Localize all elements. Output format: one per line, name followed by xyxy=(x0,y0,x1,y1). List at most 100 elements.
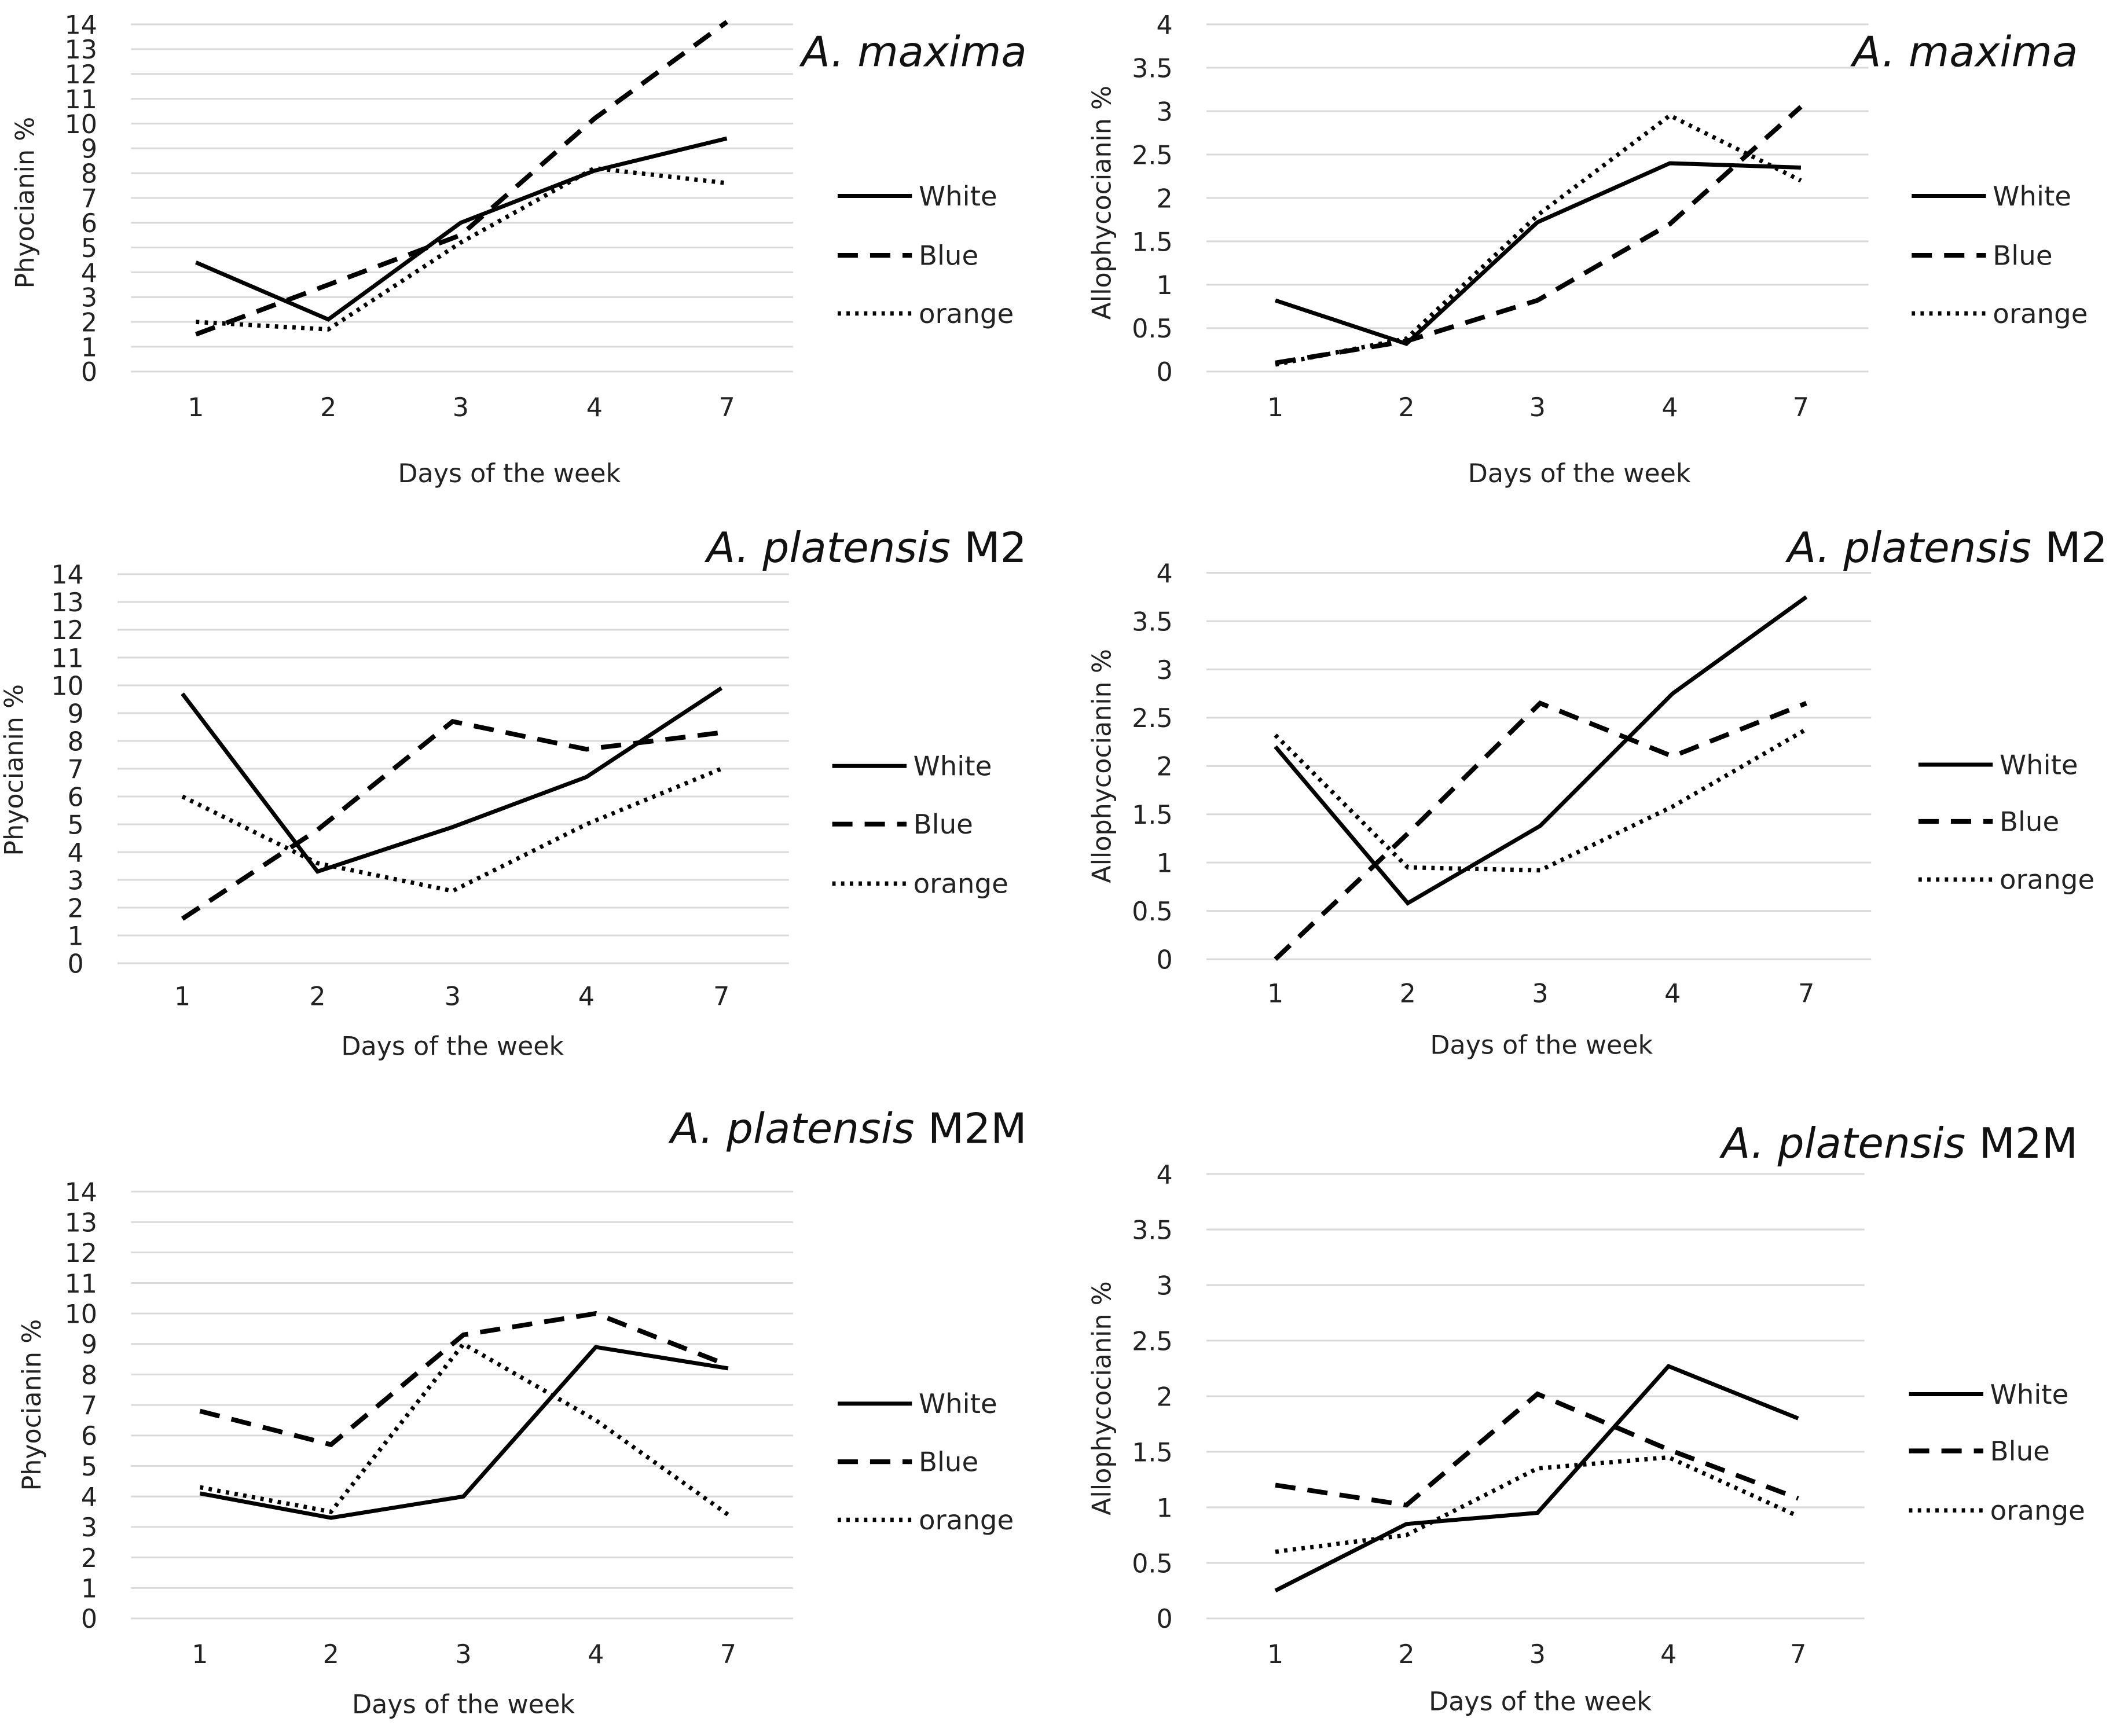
y-tick-label: 7 xyxy=(67,755,83,784)
series-line-blue xyxy=(1275,1391,1799,1508)
series-line-white xyxy=(181,686,723,874)
y-tick-label: 6 xyxy=(81,209,97,238)
x-tick-label: 7 xyxy=(1790,1640,1806,1669)
y-tick-label: 11 xyxy=(51,644,83,673)
legend-label: Blue xyxy=(919,240,978,271)
chart-title: A. platensis M2 xyxy=(705,524,1027,572)
legend-label: Blue xyxy=(2000,806,2059,838)
chart-title-species: A. maxima xyxy=(799,28,1026,76)
y-tick-label: 0.5 xyxy=(1132,1549,1173,1579)
y-tick-label: 2.5 xyxy=(1132,704,1173,733)
y-tick-label: 0 xyxy=(1157,358,1173,387)
y-tick-label: 2 xyxy=(1157,1382,1173,1412)
legend-label: Blue xyxy=(1993,240,2052,271)
y-tick-label: 2.5 xyxy=(1132,141,1173,170)
y-tick-label: 1 xyxy=(1157,1493,1173,1523)
y-tick-label: 1.5 xyxy=(1132,1438,1173,1467)
legend-label: White xyxy=(1993,181,2071,212)
series-line-white xyxy=(1274,595,1808,906)
legend-label: White xyxy=(914,751,992,783)
x-tick-label: 4 xyxy=(578,982,595,1011)
y-tick-label: 10 xyxy=(51,671,83,701)
y-tick-label: 14 xyxy=(65,1178,97,1208)
series-line-white xyxy=(199,1345,729,1520)
y-tick-label: 11 xyxy=(65,1269,97,1299)
x-tick-label: 3 xyxy=(1532,979,1548,1009)
x-tick-label: 2 xyxy=(309,982,325,1011)
y-tick-label: 8 xyxy=(81,159,97,189)
x-tick-label: 2 xyxy=(1398,1640,1414,1669)
y-tick-label: 4 xyxy=(1157,10,1173,40)
y-tick-label: 0.5 xyxy=(1132,897,1173,927)
chart-title-species: A. maxima xyxy=(1850,28,2078,76)
y-tick-label: 1.5 xyxy=(1132,227,1173,257)
x-tick-label: 1 xyxy=(174,982,190,1011)
chart-title-strain: M2M xyxy=(928,1104,1027,1153)
x-tick-label: 1 xyxy=(192,1640,208,1669)
x-axis-label: Days of the week xyxy=(352,1690,575,1719)
series-line-orange xyxy=(196,166,727,332)
y-tick-label: 9 xyxy=(81,1330,97,1360)
series-line-orange xyxy=(1274,727,1808,873)
chart-panel-4: 0 0.5 1 1.5 2 2.5 3 3.5 4 1 2 3 4 7 Days of the week Al… xyxy=(1087,524,2107,1060)
y-tick-label: 4 xyxy=(81,1483,97,1513)
y-tick-label: 10 xyxy=(65,110,97,140)
y-tick-label: 4 xyxy=(1157,559,1173,589)
y-tick-label: 1 xyxy=(81,333,97,362)
y-tick-label: 6 xyxy=(67,783,83,812)
y-axis-label: Allophycocianin % xyxy=(1087,1281,1117,1515)
y-tick-label: 0 xyxy=(1157,945,1173,975)
legend-label: orange xyxy=(914,869,1008,900)
x-tick-label: 3 xyxy=(1529,393,1546,423)
series-line-blue xyxy=(181,718,722,921)
x-tick-label: 3 xyxy=(1529,1640,1546,1669)
chart-title: A. platensis M2 xyxy=(1785,524,2108,572)
y-axis-label: Phyocianin % xyxy=(17,1319,47,1491)
chart-title: A. platensis M2M xyxy=(668,1104,1026,1153)
y-tick-label: 2 xyxy=(67,894,83,923)
x-tick-label: 7 xyxy=(1798,979,1814,1009)
x-tick-label: 3 xyxy=(453,393,469,423)
legend-label: White xyxy=(919,181,997,212)
x-tick-label: 1 xyxy=(1267,393,1283,423)
chart-title-species: A. platensis xyxy=(1785,524,2031,572)
chart-title-strain: M2 xyxy=(964,524,1026,572)
series-line-white xyxy=(1274,161,1802,346)
x-tick-label: 4 xyxy=(1661,393,1678,423)
y-tick-label: 5 xyxy=(67,810,83,840)
chart-title-species: A. platensis xyxy=(1719,1120,1965,1168)
series-line-blue xyxy=(1275,105,1803,365)
series-line-orange xyxy=(199,1341,730,1517)
y-tick-label: 1 xyxy=(81,1574,97,1604)
y-tick-label: 0 xyxy=(81,358,97,387)
y-tick-label: 3 xyxy=(1157,656,1173,685)
x-tick-label: 2 xyxy=(320,393,336,423)
y-tick-label: 2 xyxy=(1157,753,1173,782)
y-tick-label: 7 xyxy=(81,1392,97,1421)
y-tick-label: 12 xyxy=(65,1239,97,1268)
series-line-orange xyxy=(1275,1455,1799,1554)
series-line-orange xyxy=(1275,113,1802,367)
y-tick-label: 1 xyxy=(67,922,83,951)
chart-title-species: A. platensis xyxy=(705,524,951,572)
chart-title-species: A. platensis xyxy=(668,1104,914,1153)
x-tick-label: 4 xyxy=(588,1640,604,1669)
series-line-white xyxy=(1274,1364,1799,1593)
y-tick-label: 3.5 xyxy=(1132,607,1173,637)
chart-panel-2: 0 0.5 1 1.5 2 2.5 3 3.5 4 1 2 3 4 7 Days of the week Al… xyxy=(1087,10,2088,489)
series-line-orange xyxy=(181,766,722,894)
y-tick-label: 0.5 xyxy=(1132,314,1173,344)
y-tick-label: 9 xyxy=(67,699,83,729)
x-tick-label: 2 xyxy=(323,1640,339,1669)
y-axis-label: Allophycocianin % xyxy=(1087,86,1117,320)
y-tick-label: 11 xyxy=(65,85,97,115)
y-tick-label: 3 xyxy=(81,1513,97,1543)
x-axis-label: Days of the week xyxy=(398,459,621,489)
y-tick-label: 4 xyxy=(81,259,97,288)
y-tick-label: 8 xyxy=(67,727,83,757)
y-tick-label: 14 xyxy=(65,10,97,40)
y-tick-label: 0 xyxy=(81,1605,97,1634)
